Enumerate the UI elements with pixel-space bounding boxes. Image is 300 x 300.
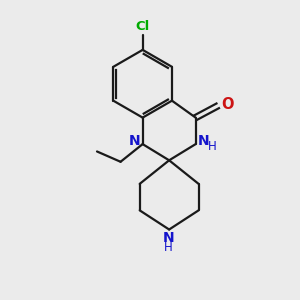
Text: O: O [221,97,233,112]
Text: H: H [208,140,216,153]
Text: N: N [198,134,210,148]
Text: Cl: Cl [136,20,150,33]
Text: H: H [164,241,173,254]
Text: N: N [163,231,174,245]
Text: N: N [129,134,140,148]
